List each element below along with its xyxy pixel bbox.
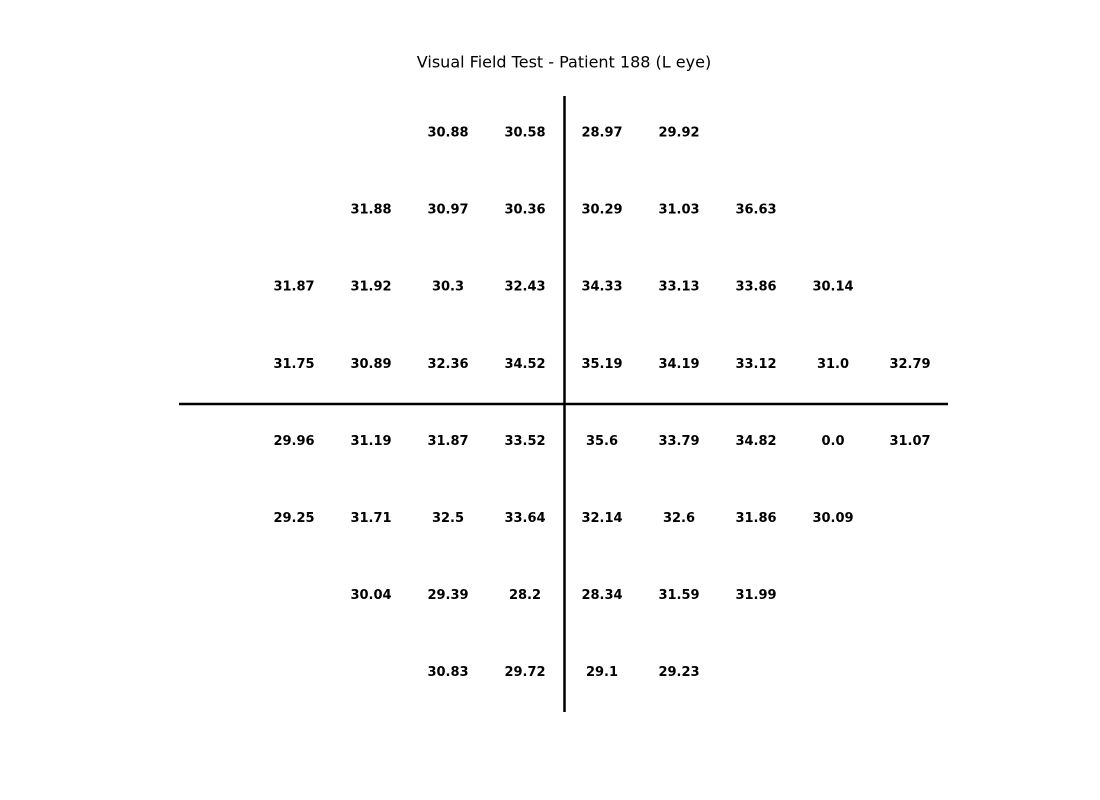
cell-value: 30.29 bbox=[581, 203, 622, 218]
cell-value: 30.88 bbox=[427, 126, 468, 141]
cell-value: 31.07 bbox=[889, 434, 930, 449]
cell-value: 29.72 bbox=[504, 665, 545, 680]
cell-value: 32.14 bbox=[581, 511, 622, 526]
cell-value: 32.5 bbox=[432, 511, 464, 526]
cell-value: 33.12 bbox=[735, 357, 776, 372]
cell-value: 28.34 bbox=[581, 588, 622, 603]
cell-value: 31.59 bbox=[658, 588, 699, 603]
cell-value: 32.79 bbox=[889, 357, 930, 372]
cell-value: 30.89 bbox=[350, 357, 391, 372]
cell-value: 33.86 bbox=[735, 280, 776, 295]
cell-value: 0.0 bbox=[821, 434, 844, 449]
cell-value: 29.23 bbox=[658, 665, 699, 680]
cell-value: 34.82 bbox=[735, 434, 776, 449]
cell-value: 31.19 bbox=[350, 434, 391, 449]
cell-value: 31.75 bbox=[273, 357, 314, 372]
cell-value: 28.97 bbox=[581, 126, 622, 141]
cell-value: 31.0 bbox=[817, 357, 849, 372]
cell-value: 33.79 bbox=[658, 434, 699, 449]
cell-value: 33.64 bbox=[504, 511, 545, 526]
cell-value: 30.58 bbox=[504, 126, 545, 141]
cell-value: 35.19 bbox=[581, 357, 622, 372]
chart-title: Visual Field Test - Patient 188 (L eye) bbox=[417, 53, 711, 72]
cell-value: 31.88 bbox=[350, 203, 391, 218]
cell-value: 29.39 bbox=[427, 588, 468, 603]
cell-value: 31.87 bbox=[427, 434, 468, 449]
cell-value: 30.83 bbox=[427, 665, 468, 680]
cell-value: 30.97 bbox=[427, 203, 468, 218]
cell-value: 30.3 bbox=[432, 280, 464, 295]
cell-value: 31.87 bbox=[273, 280, 314, 295]
cell-value: 30.36 bbox=[504, 203, 545, 218]
cell-value: 28.2 bbox=[509, 588, 541, 603]
cell-value: 30.14 bbox=[812, 280, 853, 295]
cell-value: 29.92 bbox=[658, 126, 699, 141]
cell-value: 35.6 bbox=[586, 434, 618, 449]
cell-value: 30.04 bbox=[350, 588, 391, 603]
cell-value: 32.43 bbox=[504, 280, 545, 295]
cell-value: 32.36 bbox=[427, 357, 468, 372]
cell-value: 34.19 bbox=[658, 357, 699, 372]
cell-value: 32.6 bbox=[663, 511, 695, 526]
cell-value: 31.99 bbox=[735, 588, 776, 603]
cell-value: 34.52 bbox=[504, 357, 545, 372]
cell-value: 31.03 bbox=[658, 203, 699, 218]
cell-value: 36.63 bbox=[735, 203, 776, 218]
value-grid: 30.88 30.58 28.97 29.92 31.88 30.97 30.36 30.29… bbox=[273, 126, 930, 681]
cell-value: 29.1 bbox=[586, 665, 618, 680]
cell-value: 31.86 bbox=[735, 511, 776, 526]
cell-value: 33.52 bbox=[504, 434, 545, 449]
cell-value: 34.33 bbox=[581, 280, 622, 295]
cell-value: 30.09 bbox=[812, 511, 853, 526]
cell-value: 31.92 bbox=[350, 280, 391, 295]
cell-value: 29.25 bbox=[273, 511, 314, 526]
cell-value: 33.13 bbox=[658, 280, 699, 295]
cell-value: 31.71 bbox=[350, 511, 391, 526]
cell-value: 29.96 bbox=[273, 434, 314, 449]
